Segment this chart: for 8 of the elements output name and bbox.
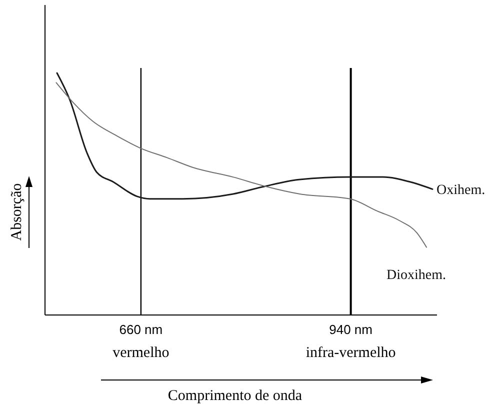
x-tick-label: 660 nm (119, 322, 163, 337)
ref-line-label: vermelho (112, 345, 170, 361)
x-axis-title: Comprimento de onda (168, 388, 302, 404)
text: Dioxihem. (386, 268, 446, 284)
ref-line-label: infra-vermelho (306, 345, 396, 361)
series-label: Oxihem. (436, 183, 486, 198)
y-axis-title: Absorção (9, 183, 25, 241)
x-tick-label: 940 nm (329, 322, 372, 337)
